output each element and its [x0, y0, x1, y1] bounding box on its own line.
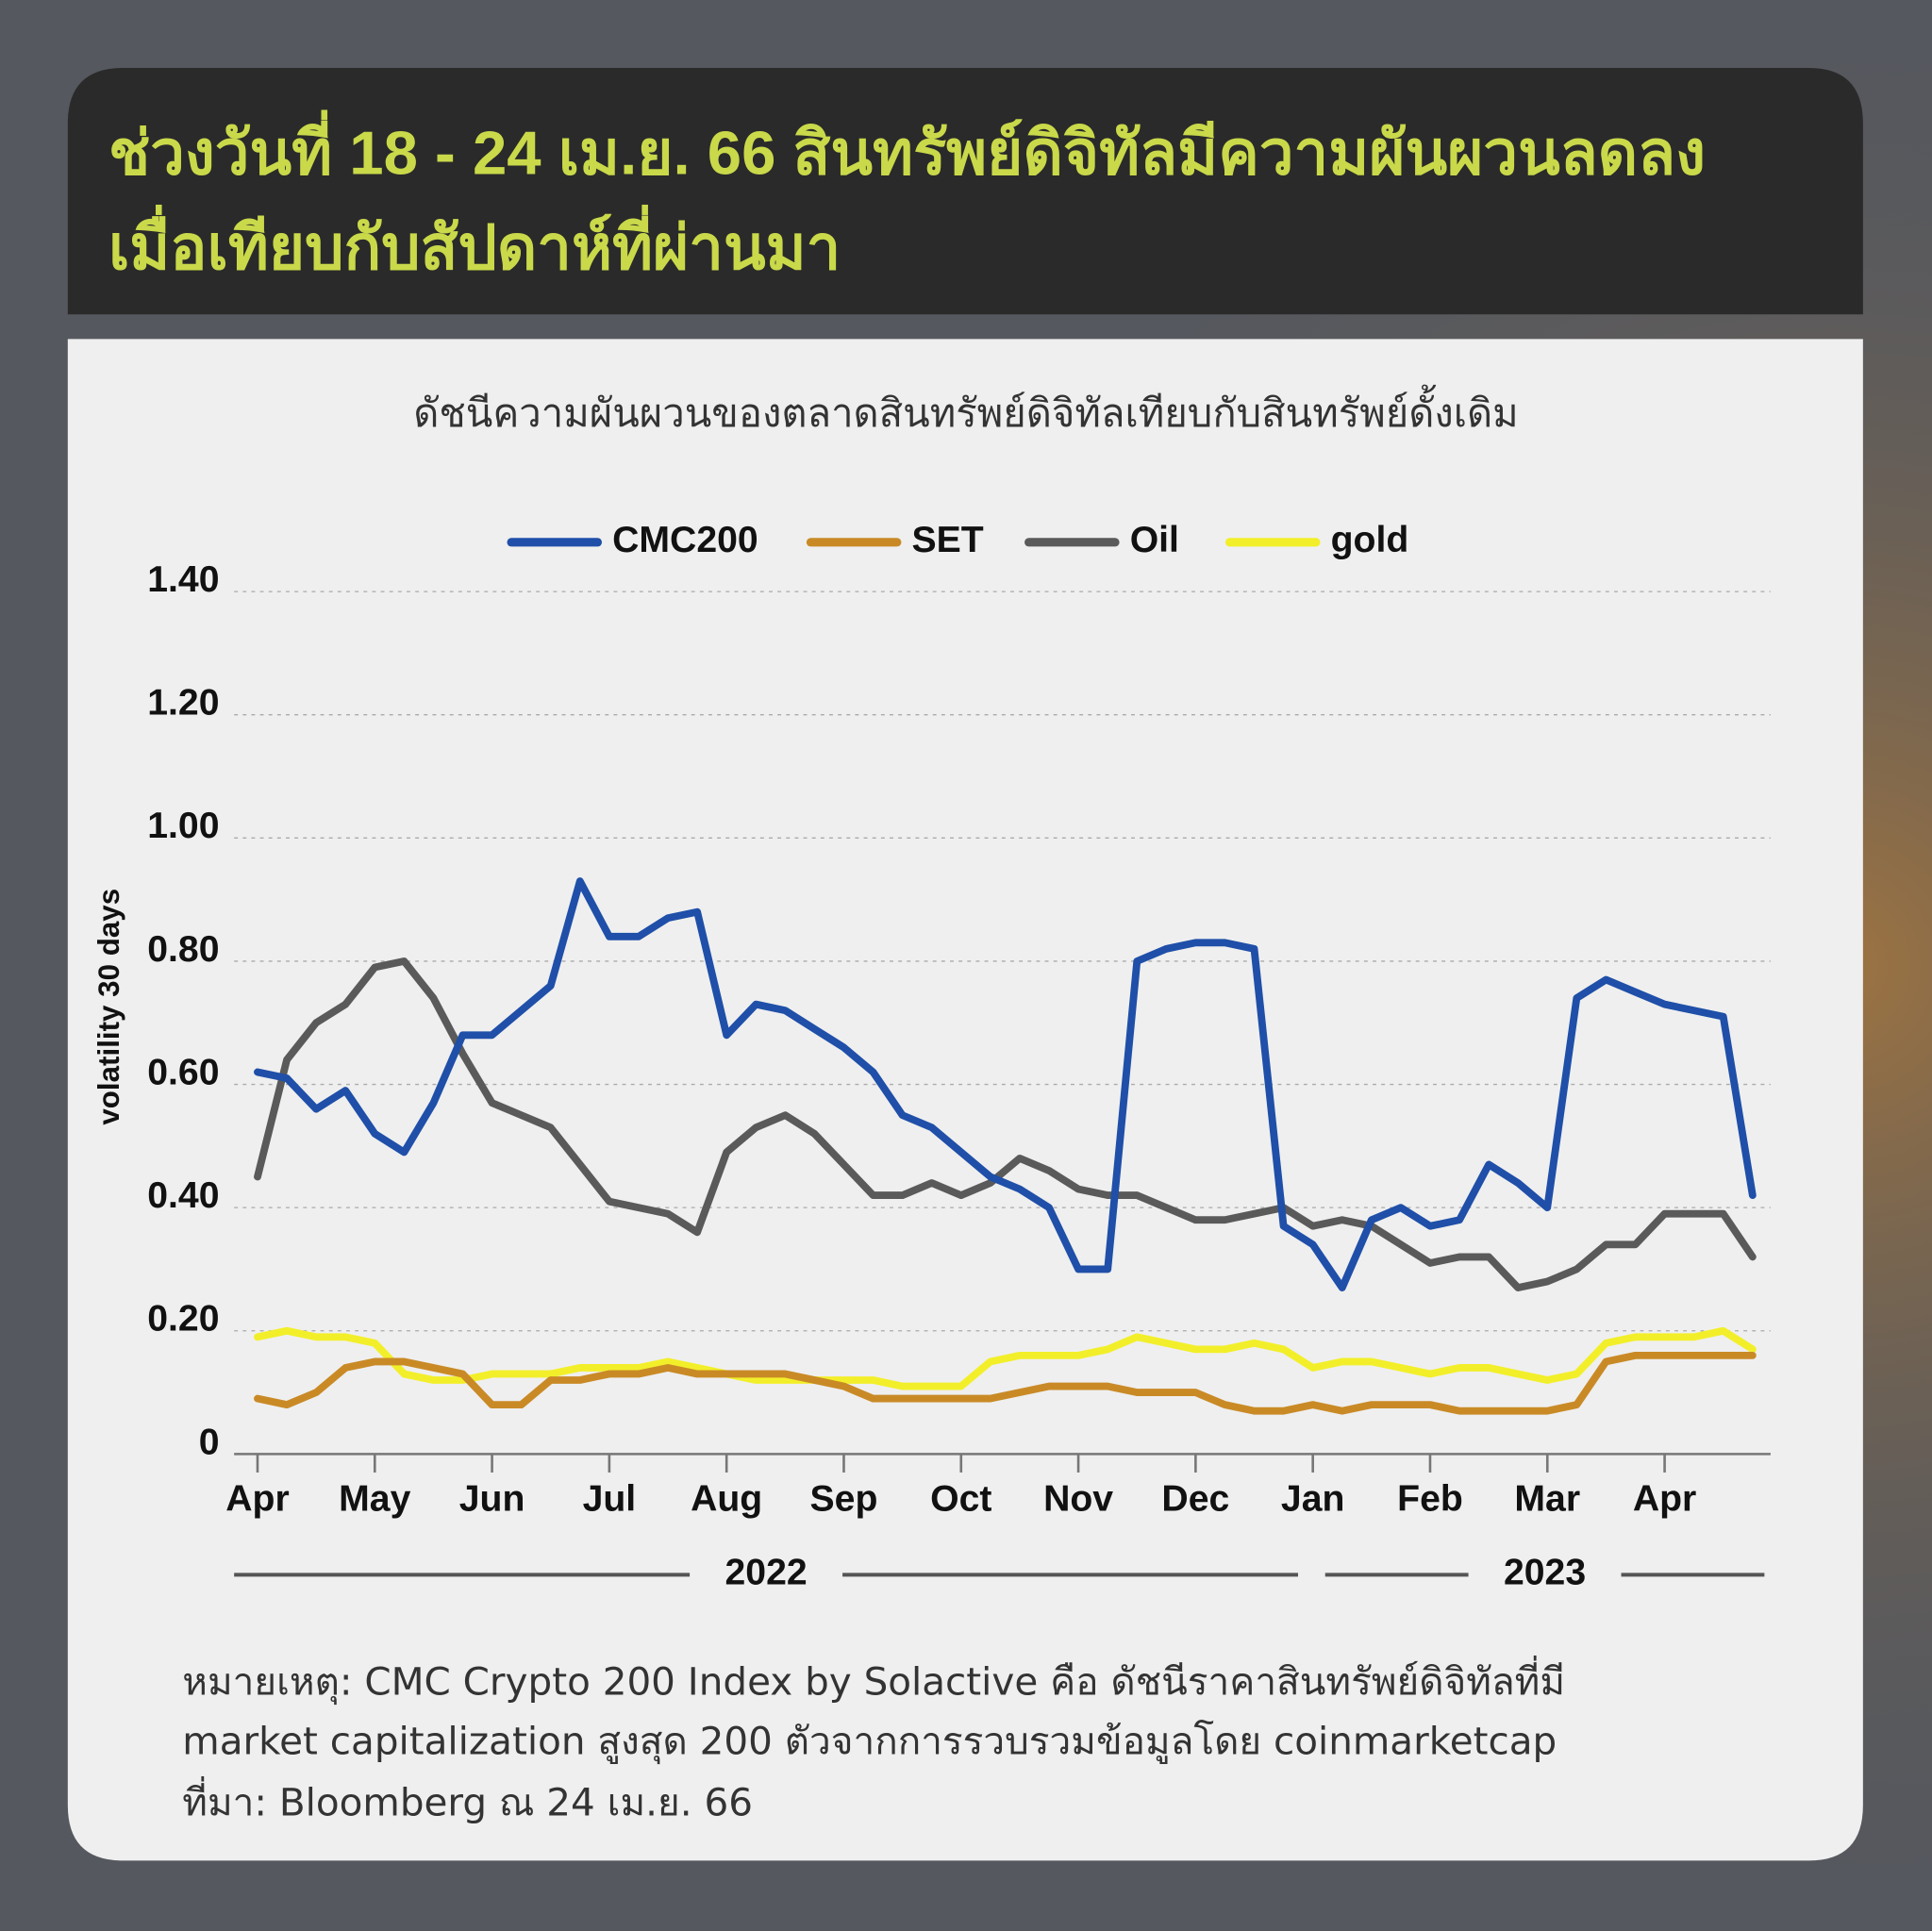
x-tick-label: Feb — [1397, 1478, 1463, 1519]
y-tick-label: 1.20 — [147, 683, 219, 724]
x-tick-label: Jan — [1281, 1478, 1345, 1519]
headline: เมื่อเทียบกับสัปดาห์ที่ผ่านมา — [108, 204, 841, 282]
y-tick-label: 0 — [199, 1422, 220, 1462]
legend-label: gold — [1331, 520, 1409, 560]
year-label: 2022 — [725, 1553, 808, 1593]
x-tick-label: Oct — [930, 1478, 991, 1519]
x-tick-label: Nov — [1043, 1478, 1113, 1519]
series-line — [254, 1326, 1757, 1390]
legend-label: SET — [912, 520, 984, 560]
legend-label: Oil — [1130, 520, 1179, 560]
x-tick-label: Dec — [1161, 1478, 1229, 1519]
y-tick-label: 0.60 — [147, 1052, 219, 1092]
series-line — [254, 1351, 1757, 1415]
x-tick-label: Apr — [1633, 1478, 1696, 1519]
y-tick-label: 1.40 — [147, 559, 219, 600]
x-tick-label: Mar — [1514, 1478, 1580, 1519]
header-band — [67, 67, 1863, 315]
y-axis-label: volatility 30 days — [92, 889, 125, 1125]
x-tick-label: Apr — [225, 1478, 289, 1519]
x-tick-label: Jun — [459, 1478, 525, 1519]
year-label: 2023 — [1504, 1553, 1586, 1593]
y-tick-label: 0.20 — [147, 1299, 219, 1340]
x-tick-label: Aug — [691, 1478, 762, 1519]
legend-label: CMC200 — [612, 520, 758, 560]
y-tick-label: 1.00 — [147, 806, 219, 846]
series-line — [254, 877, 1757, 1291]
x-tick-label: May — [339, 1478, 410, 1519]
series-line — [254, 957, 1757, 1291]
note: market capitalization สูงสุด 200 ตัวจากก… — [182, 1718, 1557, 1764]
chart-panel — [67, 339, 1863, 1861]
x-tick-label: Sep — [810, 1478, 878, 1519]
note: ที่มา: Bloomberg ณ 24 เม.ย. 66 — [182, 1776, 753, 1825]
y-tick-label: 0.80 — [147, 929, 219, 970]
chart-title: ดัชนีความผันผวนของตลาดสินทรัพย์ดิจิทัลเท… — [413, 384, 1518, 436]
y-tick-label: 0.40 — [147, 1175, 219, 1216]
x-tick-label: Jul — [583, 1478, 637, 1519]
headline: ช่วงวันที่ 18 - 24 เม.ย. 66 สินทรัพย์ดิจ… — [108, 109, 1706, 188]
note: หมายเหตุ: CMC Crypto 200 Index by Solact… — [182, 1656, 1565, 1706]
